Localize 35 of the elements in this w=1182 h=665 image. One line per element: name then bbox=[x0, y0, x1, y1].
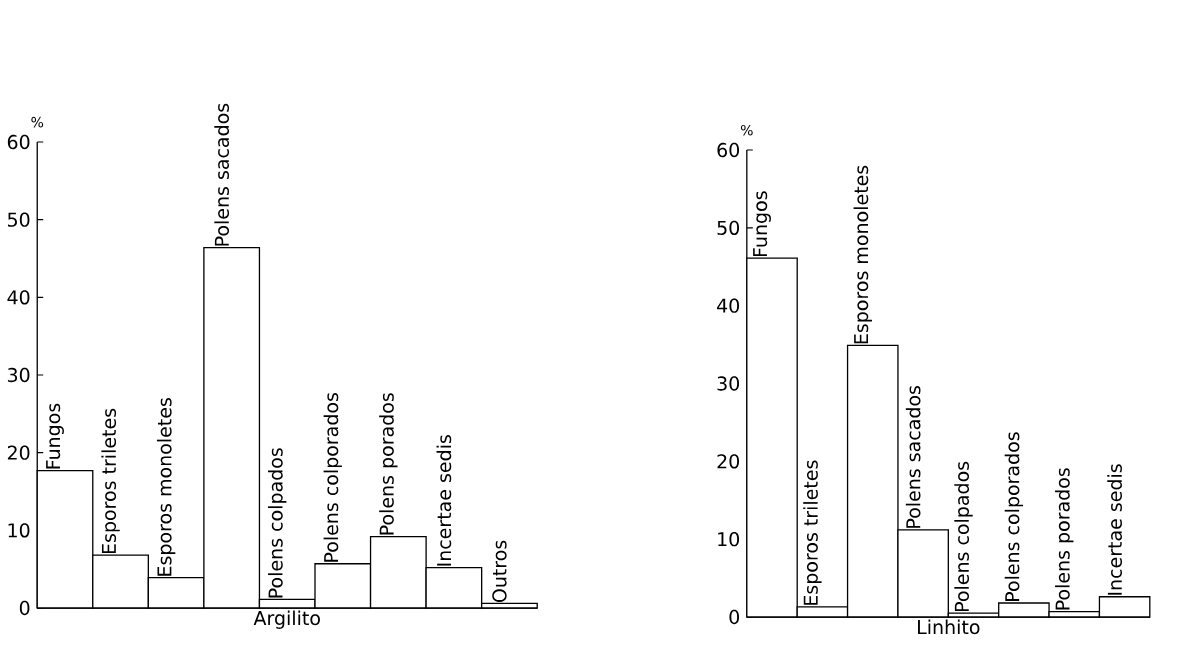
y-tick-label: 0 bbox=[729, 609, 740, 625]
x-tick-label: Fungos bbox=[753, 191, 771, 257]
x-tick-label: Incertae sedis bbox=[1107, 464, 1122, 595]
x-tick-label: Polens porados bbox=[1055, 468, 1074, 610]
y-tick-label: 60 bbox=[7, 134, 30, 150]
x-tick-label: Outros bbox=[492, 540, 507, 603]
x-tick-label: Polens sacados bbox=[214, 103, 230, 246]
y-tick-label: 50 bbox=[7, 212, 30, 227]
y-tick-label: 10 bbox=[8, 523, 30, 538]
x-tick-label: Polens sacados bbox=[905, 385, 921, 528]
y-tick-label: 0 bbox=[19, 600, 30, 616]
y-tick-label: 40 bbox=[7, 290, 30, 305]
x-tick-label: Esporos monoletes bbox=[853, 165, 872, 344]
x-tick-label: Polens colporados bbox=[1004, 432, 1024, 601]
y-tick-label: 10 bbox=[718, 531, 740, 547]
x-tick-label: Incertae sedis bbox=[436, 435, 452, 566]
y-tick-label: 20 bbox=[717, 454, 740, 469]
x-tick-label: Esporos monoletes bbox=[156, 398, 176, 576]
y-tick-label: 20 bbox=[7, 445, 30, 460]
x-tick-label: Polens colpados bbox=[954, 461, 973, 612]
x-tick-label: Polens porados bbox=[379, 393, 398, 535]
x-axis-title: Argilito bbox=[253, 610, 320, 629]
y-tick-label: 50 bbox=[717, 220, 740, 236]
x-tick-label: Polens colpados bbox=[268, 448, 287, 598]
y-tick-label: 30 bbox=[7, 367, 30, 383]
x-tick-label: Esporos triletes bbox=[101, 408, 120, 554]
x-tick-label: Fungos bbox=[46, 403, 64, 469]
x-axis-title: Linhito bbox=[918, 619, 980, 635]
y-axis-title: % bbox=[740, 124, 753, 136]
y-tick-label: 60 bbox=[717, 142, 740, 158]
y-tick-label: 30 bbox=[717, 376, 740, 391]
y-tick-label: 40 bbox=[717, 298, 740, 313]
x-tick-label: Esporos triletes bbox=[803, 460, 822, 605]
y-axis-title: % bbox=[31, 116, 44, 128]
x-tick-label: Polens colporados bbox=[323, 393, 342, 562]
